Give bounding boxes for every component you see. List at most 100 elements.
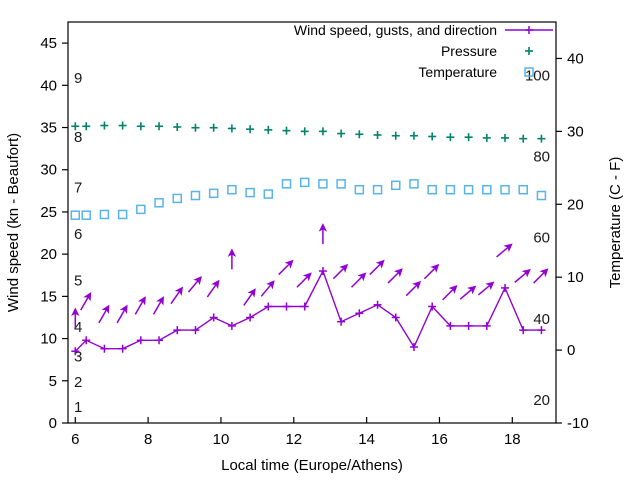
y2-axis-tick-label: 40 bbox=[567, 50, 584, 67]
y-axis-title: Wind speed (kn - Beaufort) bbox=[5, 133, 22, 312]
temperature-point bbox=[427, 184, 437, 195]
temperature-point bbox=[500, 184, 510, 195]
gust-direction-arrow bbox=[350, 272, 367, 288]
pressure-point bbox=[173, 122, 182, 131]
gust-direction-arrow bbox=[278, 259, 294, 276]
gust-direction-arrow bbox=[405, 280, 422, 297]
pressure-point bbox=[355, 130, 364, 139]
y-axis-tick-label: 10 bbox=[40, 331, 57, 348]
gust-direction-arrow bbox=[459, 285, 477, 300]
gust-direction-arrow bbox=[71, 307, 80, 329]
gust-direction-arrow bbox=[206, 279, 220, 298]
temperature-point bbox=[518, 184, 528, 195]
y-axis-tick-label: 15 bbox=[40, 288, 57, 305]
x-axis-title: Local time (Europe/Athens) bbox=[221, 457, 403, 474]
temperature-point bbox=[299, 177, 310, 188]
temperature-point bbox=[336, 179, 346, 189]
wind-speed-point bbox=[300, 302, 309, 311]
gust-direction-arrow bbox=[243, 288, 256, 306]
temperature-point bbox=[208, 188, 219, 199]
x-axis-tick-label: 6 bbox=[71, 431, 79, 448]
wind-speed-point bbox=[71, 347, 80, 356]
wind-speed-point bbox=[391, 313, 400, 322]
gust-direction-arrow bbox=[477, 281, 495, 296]
gust-direction-arrow bbox=[98, 304, 110, 324]
temperature-point bbox=[263, 189, 274, 199]
gust-direction-arrow bbox=[442, 285, 458, 301]
wind-speed-line bbox=[74, 269, 542, 352]
wind-speed-point bbox=[446, 321, 455, 330]
wind-speed-point bbox=[264, 302, 273, 311]
fahrenheit-scale-label: 40 bbox=[533, 311, 550, 328]
y-axis-tick-label: 30 bbox=[40, 162, 57, 179]
wind-speed-point bbox=[428, 302, 437, 311]
wind-speed-point bbox=[82, 336, 91, 345]
temperature-point bbox=[227, 184, 237, 195]
pressure-point bbox=[409, 131, 418, 140]
pressure-point bbox=[519, 134, 528, 143]
pressure-point bbox=[191, 123, 200, 132]
temperature-point bbox=[136, 204, 146, 215]
x-axis-tick-label: 16 bbox=[431, 431, 448, 448]
temperature-point bbox=[70, 210, 81, 220]
beaufort-scale-label: 2 bbox=[74, 374, 82, 391]
x-axis-tick-label: 8 bbox=[144, 431, 152, 448]
pressure-point bbox=[71, 122, 80, 131]
y-axis-tick-label: 40 bbox=[40, 77, 57, 94]
gust-direction-arrow bbox=[318, 223, 328, 245]
gust-direction-arrow bbox=[170, 286, 184, 305]
fahrenheit-scale-label: 80 bbox=[533, 148, 550, 165]
temperature-point bbox=[81, 210, 91, 220]
y-axis-tick-label: 0 bbox=[49, 415, 57, 432]
temperature-point bbox=[372, 184, 383, 195]
wind-speed-point bbox=[373, 300, 382, 309]
wind-speed-point bbox=[227, 321, 236, 330]
beaufort-scale-label: 4 bbox=[74, 319, 82, 336]
x-axis-tick-label: 10 bbox=[213, 431, 230, 448]
temperature-point bbox=[117, 209, 128, 220]
beaufort-scale-label: 7 bbox=[74, 180, 82, 197]
gust-direction-arrow bbox=[514, 268, 531, 283]
wind-speed-point bbox=[136, 336, 145, 345]
pressure-point bbox=[537, 134, 546, 143]
fahrenheit-scale-label: 20 bbox=[533, 392, 550, 409]
wind-speed-point bbox=[409, 343, 418, 352]
gust-direction-arrow bbox=[116, 304, 128, 324]
wind-speed-point bbox=[282, 302, 291, 311]
pressure-point bbox=[82, 122, 91, 131]
wind-speed-point bbox=[246, 313, 255, 322]
x-axis-tick-label: 14 bbox=[358, 431, 375, 448]
pressure-point bbox=[318, 127, 327, 136]
temperature-point bbox=[245, 187, 255, 198]
pressure-point bbox=[373, 131, 382, 140]
gust-direction-arrow bbox=[332, 263, 349, 280]
beaufort-scale-label: 1 bbox=[74, 399, 82, 416]
pressure-point bbox=[136, 122, 145, 131]
wind-speed-point bbox=[337, 317, 346, 326]
gust-direction-arrow bbox=[80, 291, 92, 311]
legend-sample-marker bbox=[525, 47, 533, 55]
temperature-point bbox=[463, 184, 474, 195]
gust-direction-arrow bbox=[227, 248, 237, 270]
gust-direction-arrow bbox=[296, 272, 312, 288]
temperature-point bbox=[445, 184, 456, 195]
y-axis-tick-label: 35 bbox=[40, 120, 57, 137]
wind-speed-point bbox=[519, 326, 528, 335]
wind-speed-point bbox=[173, 326, 182, 335]
gust-direction-arrow bbox=[369, 259, 385, 276]
y-axis-tick-label: 5 bbox=[49, 373, 57, 390]
temperature-point bbox=[318, 179, 328, 189]
legend-label: Pressure bbox=[441, 43, 497, 59]
legend-label: Temperature bbox=[418, 64, 497, 80]
pressure-point bbox=[246, 125, 255, 134]
wind-speed-point bbox=[155, 336, 164, 345]
fahrenheit-scale-label: 100 bbox=[525, 67, 550, 84]
plot-frame bbox=[67, 21, 557, 424]
wind-speed-point bbox=[501, 283, 510, 292]
y2-axis-title: Temperature (C - F) bbox=[607, 157, 624, 289]
pressure-point bbox=[100, 121, 109, 130]
pressure-point bbox=[428, 132, 437, 141]
y-axis-tick-label: 25 bbox=[40, 204, 57, 221]
wind-speed-point bbox=[537, 326, 546, 335]
